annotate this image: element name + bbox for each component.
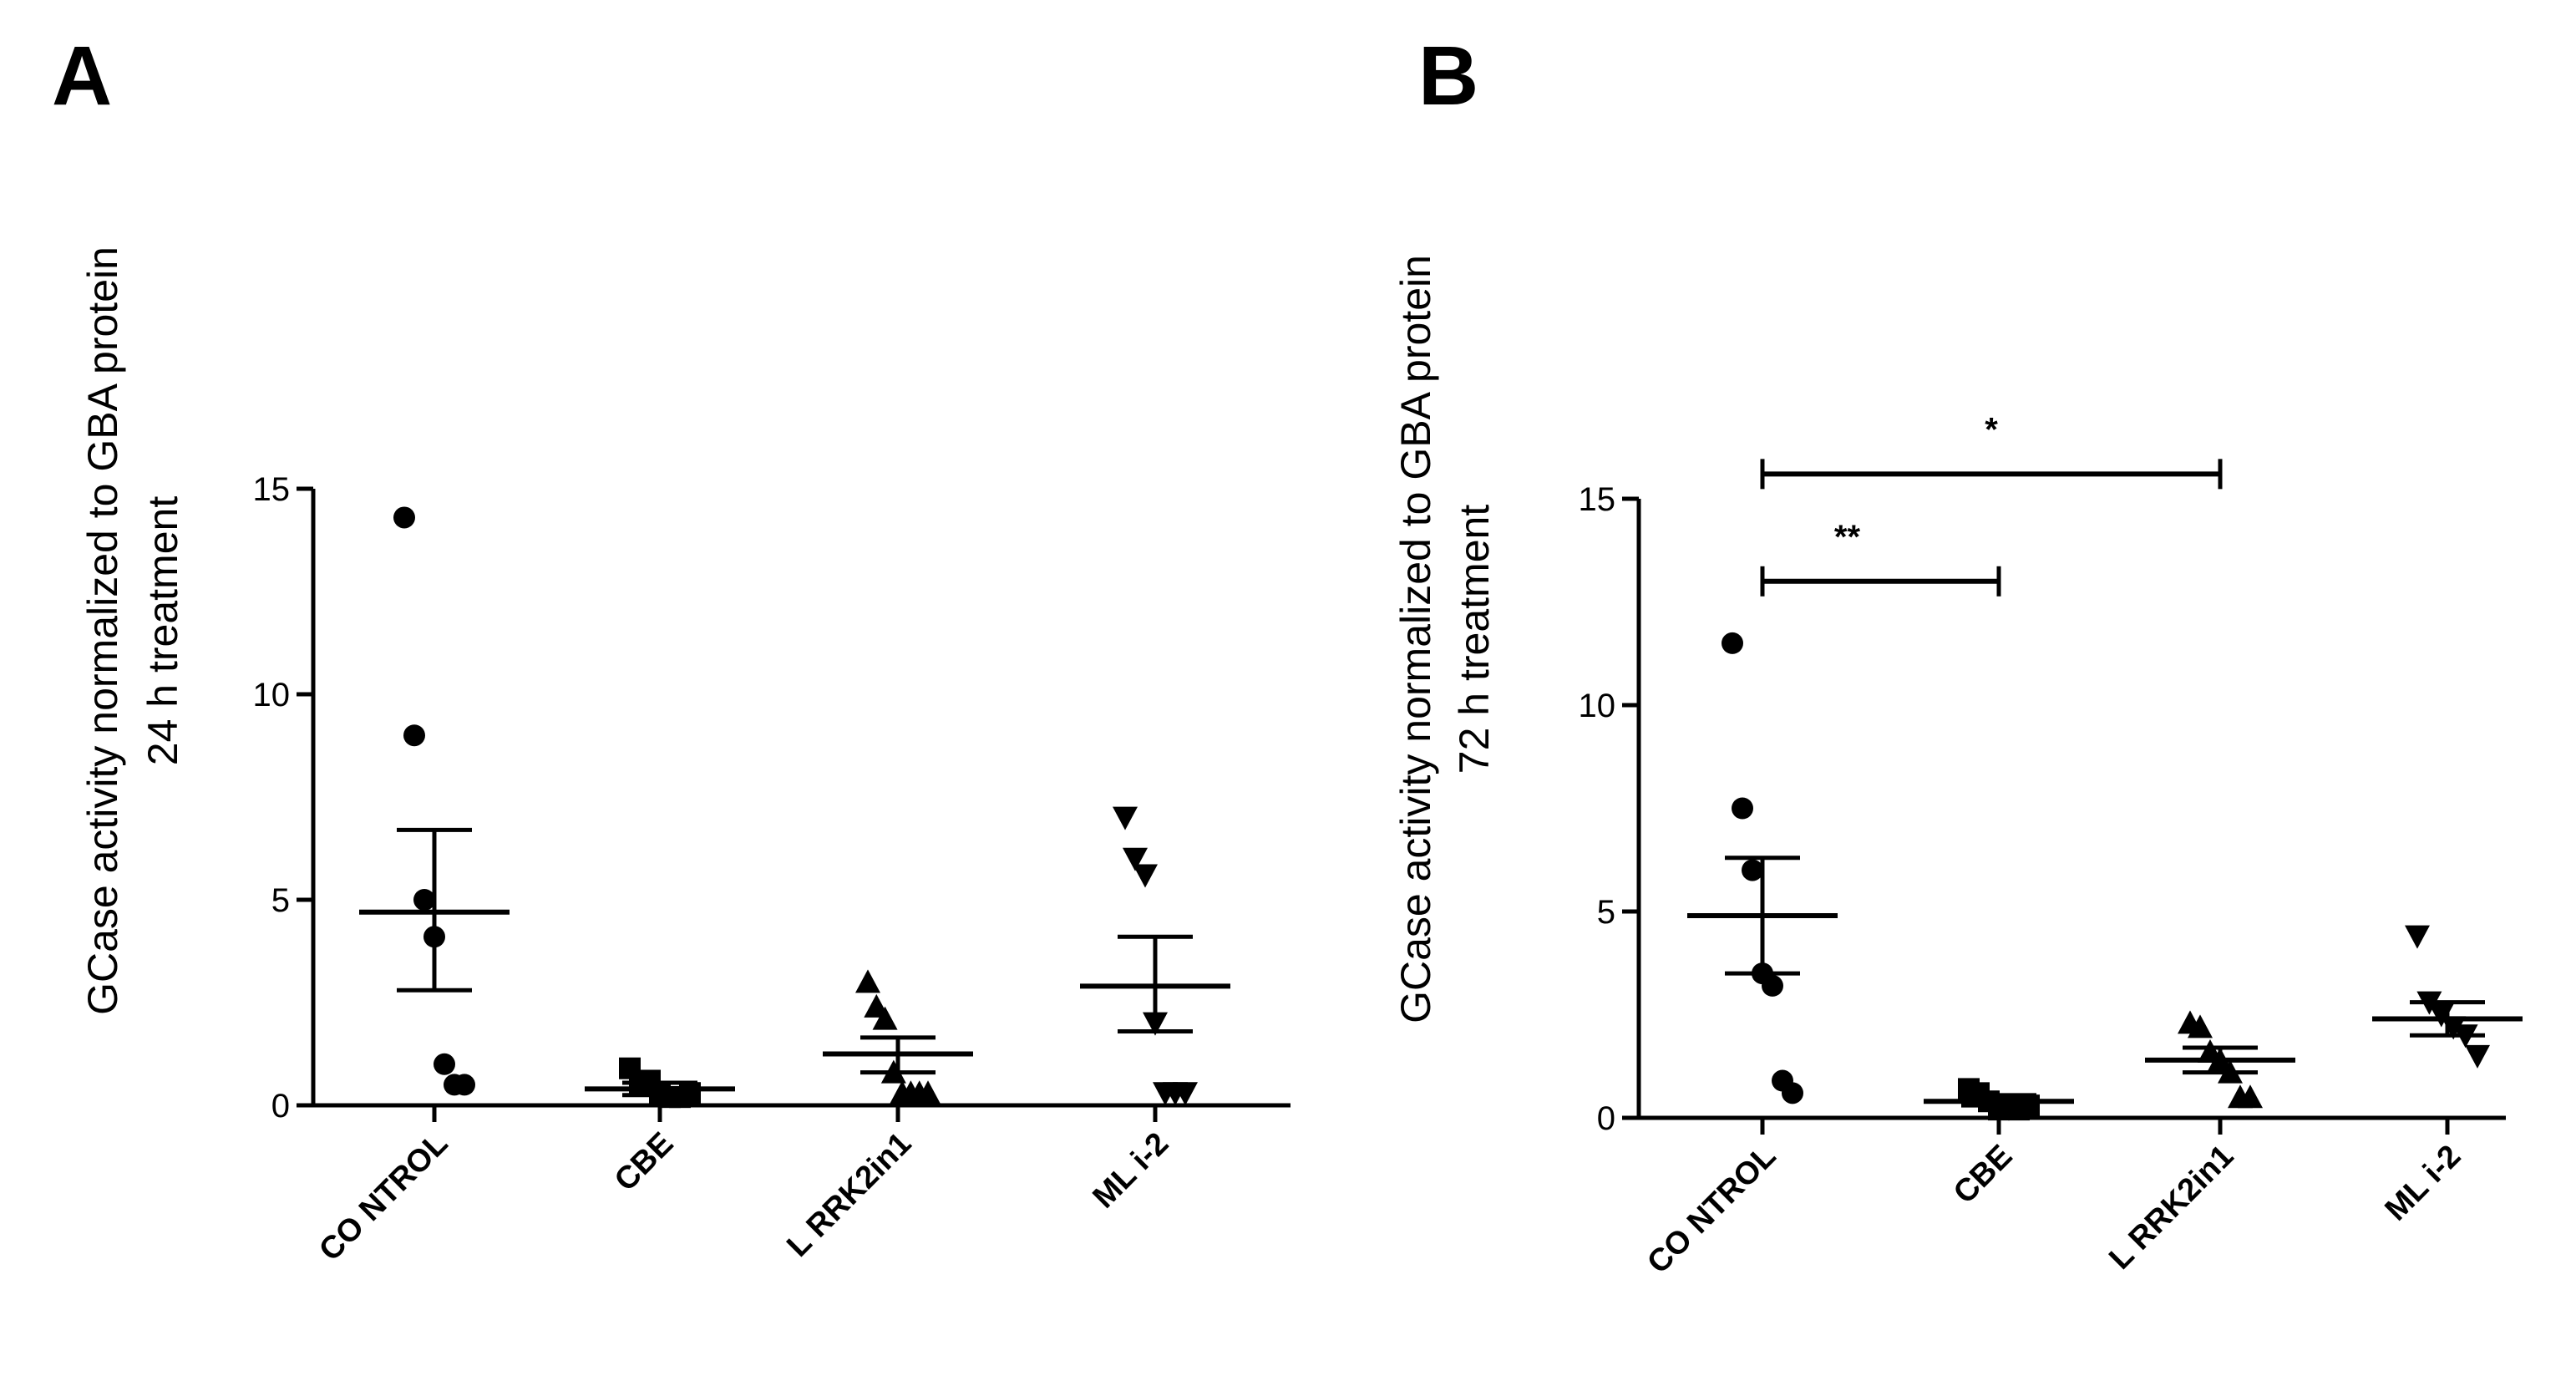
data-point (434, 1053, 455, 1075)
data-point (454, 1074, 475, 1096)
data-point (855, 969, 880, 993)
x-tick-label: ML i-2 (2379, 1139, 2468, 1228)
data-point (1762, 974, 1783, 997)
y-tick-label: 5 (271, 882, 290, 919)
x-tick-label: L RRK2in1 (2102, 1139, 2240, 1277)
y-tick-label: 0 (271, 1088, 290, 1125)
x-tick-label: CO NTROL (1640, 1139, 1782, 1281)
data-point (2465, 1044, 2490, 1069)
data-point (1123, 847, 1148, 871)
data-point (2405, 925, 2430, 949)
x-tick-label: CBE (1947, 1139, 2019, 1211)
y-axis-label-treatment: 24 h treatment (139, 496, 186, 766)
y-tick-label: 15 (253, 471, 291, 508)
data-point (1742, 859, 1763, 881)
panel-A: A GCase activity normalized to GBA protei… (52, 29, 1291, 1268)
y-tick-label: 15 (1579, 481, 1616, 518)
x-tick-label: ML i-2 (1087, 1126, 1176, 1216)
x-tick-label: CBE (608, 1126, 680, 1198)
y-tick-label: 0 (1597, 1100, 1615, 1137)
y-tick-label: 5 (1597, 894, 1615, 931)
data-point (2188, 1014, 2213, 1038)
data-point (1113, 806, 1138, 830)
panel-letter-B: B (1418, 29, 1478, 123)
x-tick-label: L RRK2in1 (780, 1126, 918, 1264)
panel-letter-A: A (52, 29, 112, 123)
y-axis-label-treatment: 72 h treatment (1451, 505, 1498, 774)
panel-B: B GCase activity normalized to GBA protei… (1392, 29, 2523, 1281)
data-point (872, 1006, 898, 1030)
significance-label: ** (1834, 519, 1861, 556)
data-point (1732, 797, 1753, 820)
x-tick-label: CO NTROL (312, 1126, 454, 1268)
data-point (1782, 1082, 1803, 1104)
data-point (403, 724, 425, 747)
data-point (1133, 864, 1158, 888)
data-point (2238, 1084, 2263, 1109)
y-axis-label: GCase activity normalized to GBA protein (79, 246, 126, 1015)
data-point (413, 889, 435, 911)
significance-label: * (1985, 411, 1998, 448)
y-axis-label: GCase activity normalized to GBA protein (1392, 255, 1439, 1023)
data-point (1722, 632, 1743, 654)
y-tick-label: 10 (253, 677, 291, 713)
y-tick-label: 10 (1579, 688, 1616, 724)
data-point (393, 506, 415, 529)
data-point (915, 1080, 941, 1104)
data-point (1173, 1082, 1198, 1106)
